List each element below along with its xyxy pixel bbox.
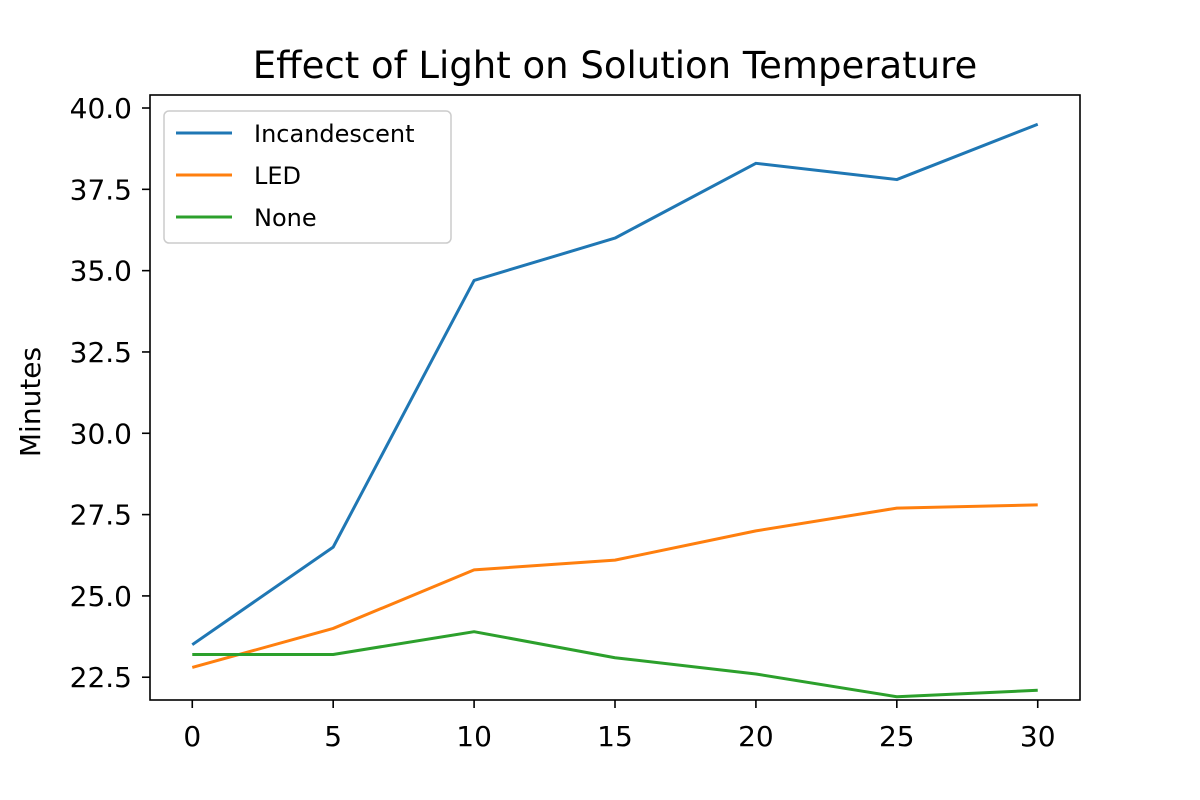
x-tick-label: 0	[183, 720, 201, 753]
y-tick-label: 22.5	[70, 661, 132, 694]
y-tick-label: 32.5	[70, 336, 132, 369]
series-line-none	[192, 630, 1038, 699]
legend-label-led: LED	[254, 162, 301, 190]
series-line-incandescent	[191, 122, 1039, 646]
plot-area: 0 5 10 15 20 25 30 22.5 25.0 27.5 30.0 32.5 35.0 37.5…	[70, 92, 1081, 753]
x-tick-label: 10	[456, 720, 492, 753]
legend-box	[163, 110, 452, 244]
series-line-led	[191, 503, 1038, 669]
x-tick-label: 30	[1020, 720, 1056, 753]
y-tick-label: 27.5	[70, 499, 132, 532]
y-axis-label: Minutes	[14, 347, 47, 457]
y-tick-label: 37.5	[70, 173, 132, 206]
y-tick-label: 30.0	[70, 417, 132, 450]
chart-title: Effect of Light on Solution Temperature	[253, 44, 977, 87]
y-tick-label: 35.0	[70, 255, 132, 288]
x-tick-label: 5	[324, 720, 342, 753]
x-tick-label: 25	[879, 720, 915, 753]
legend-label-none: None	[254, 204, 317, 232]
y-tick-label: 25.0	[70, 580, 132, 613]
legend-label-incandescent: Incandescent	[254, 120, 415, 148]
x-tick-label: 15	[597, 720, 633, 753]
y-tick-label: 40.0	[70, 92, 132, 125]
x-tick-label: 20	[738, 720, 774, 753]
